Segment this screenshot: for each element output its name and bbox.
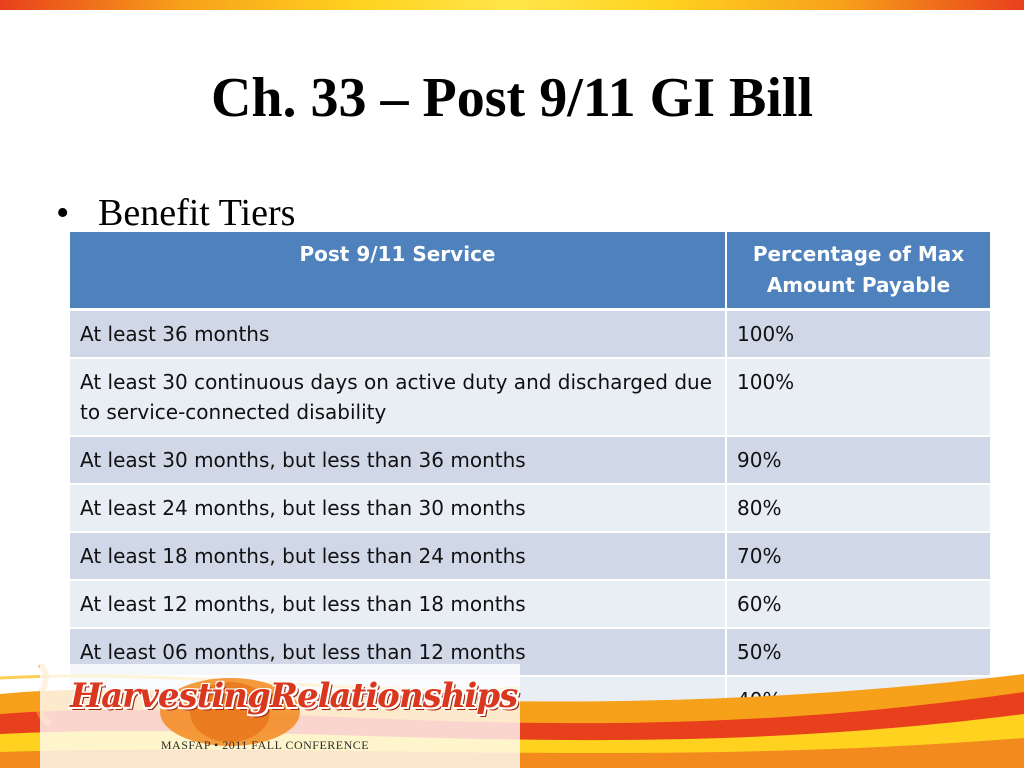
conference-logo-text: HarvestingRelationships	[70, 676, 518, 716]
percent-cell: 60%	[725, 579, 992, 629]
autumn-swoosh-graphic	[0, 664, 1024, 768]
service-cell: At least 36 months	[68, 308, 727, 359]
percent-cell: 80%	[725, 483, 992, 533]
percent-cell: 100%	[725, 357, 992, 437]
conference-subtitle: MASFAP • 2011 FALL CONFERENCE	[160, 738, 370, 752]
header-percentage: Percentage of Max Amount Payable	[725, 230, 992, 311]
top-decorative-bar	[0, 0, 1024, 10]
table-row: At least 24 months, but less than 30 mon…	[68, 483, 992, 533]
table-row: At least 18 months, but less than 24 mon…	[68, 531, 992, 581]
service-cell: At least 30 continuous days on active du…	[68, 357, 727, 437]
percent-cell: 70%	[725, 531, 992, 581]
benefit-tiers-table: Post 9/11 Service Percentage of Max Amou…	[68, 230, 992, 725]
footer-decoration	[0, 664, 1024, 768]
table-row: At least 36 months 100%	[68, 308, 992, 359]
bullet-dot-icon: •	[56, 192, 70, 234]
bullet-item: • Benefit Tiers	[56, 190, 295, 236]
table-header-row: Post 9/11 Service Percentage of Max Amou…	[68, 230, 992, 311]
service-cell: At least 12 months, but less than 18 mon…	[68, 579, 727, 629]
slide-title: Ch. 33 – Post 9/11 GI Bill	[210, 67, 814, 129]
service-cell: At least 30 months, but less than 36 mon…	[68, 435, 727, 485]
percent-cell: 50%	[725, 627, 992, 677]
percent-cell: 90%	[725, 435, 992, 485]
bullet-text: Benefit Tiers	[98, 192, 296, 234]
service-cell: At least 24 months, but less than 30 mon…	[68, 483, 727, 533]
table-row: At least 12 months, but less than 18 mon…	[68, 579, 992, 629]
table-row: At least 30 months, but less than 36 mon…	[68, 435, 992, 485]
table-row: At least 30 continuous days on active du…	[68, 357, 992, 437]
header-service: Post 9/11 Service	[68, 230, 727, 311]
service-cell: At least 18 months, but less than 24 mon…	[68, 531, 727, 581]
percent-cell: 100%	[725, 308, 992, 359]
